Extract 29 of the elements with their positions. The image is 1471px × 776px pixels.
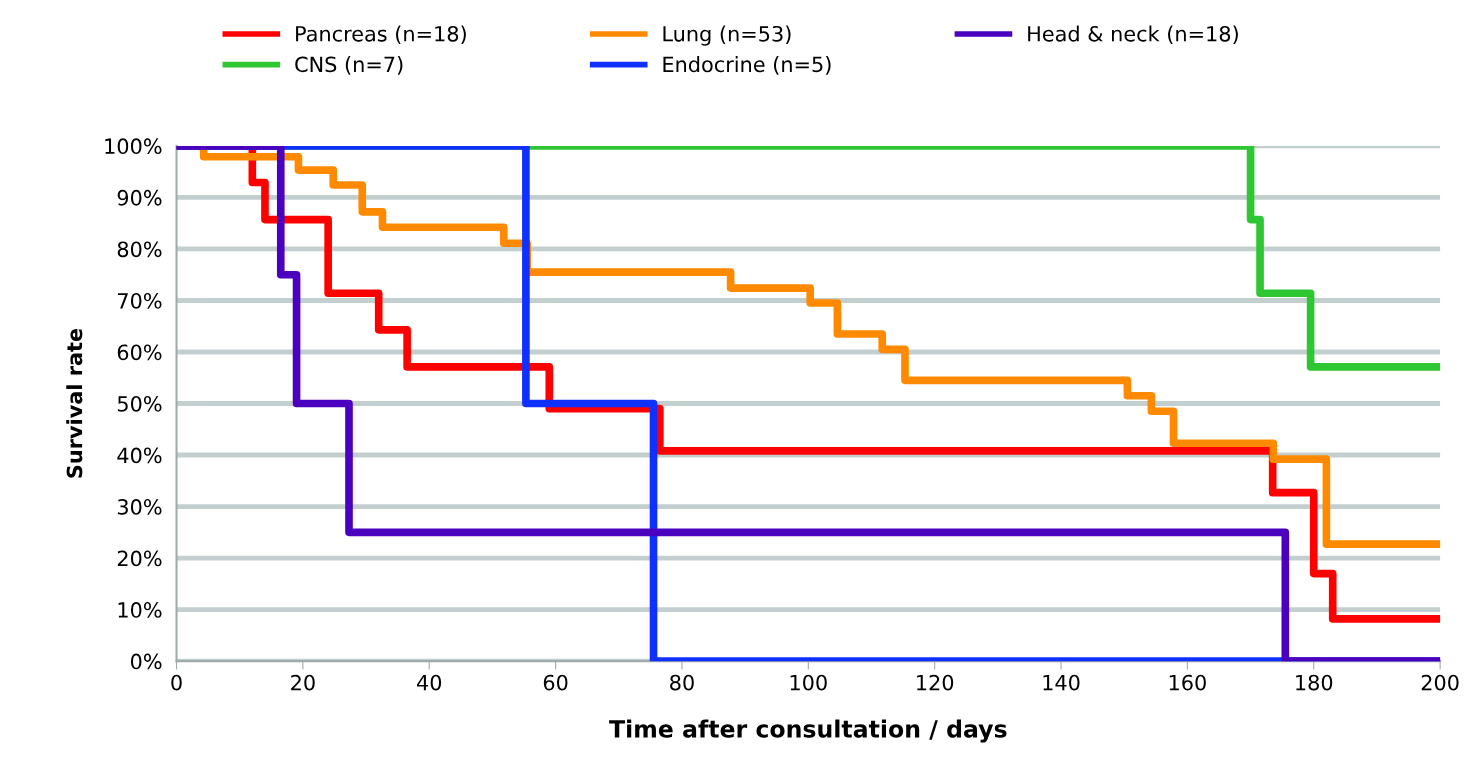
legend-label: Lung (n=53)	[663, 25, 791, 46]
x-tick-label: 180	[1296, 674, 1333, 691]
y-tick-label: 70%	[118, 292, 162, 309]
legend-label: CNS (n=7)	[295, 56, 403, 75]
x-tick-label: 40	[417, 674, 442, 691]
x-tick-label: 200	[1421, 674, 1459, 691]
legend-label: Endocrine (n=5)	[663, 56, 831, 75]
y-tick-label: 10%	[118, 602, 162, 618]
x-tick-label: 140	[1043, 674, 1080, 691]
x-tick-label: 100	[790, 674, 827, 691]
x-tick-label: 0	[171, 674, 182, 691]
y-tick-label: 50%	[117, 395, 162, 412]
y-tick-label: 100%	[105, 138, 162, 155]
x-axis-title: Time after consultation / days	[609, 719, 1007, 743]
y-tick-label: 30%	[117, 499, 162, 515]
y-tick-label: 80%	[117, 241, 162, 258]
y-tick-label: 0%	[130, 653, 162, 670]
legend-label: Pancreas (n=18)	[296, 25, 466, 45]
y-tick-label: 60%	[117, 344, 162, 361]
x-tick-label: 60	[543, 674, 568, 691]
x-tick-label: 120	[917, 674, 954, 691]
x-tick-label: 20	[291, 674, 315, 691]
y-axis-title: Survival rate	[66, 328, 83, 478]
x-tick-label: 80	[670, 674, 694, 691]
y-tick-label: 20%	[117, 550, 162, 567]
y-tick-label: 90%	[117, 189, 162, 206]
x-tick-label: 160	[1169, 674, 1206, 691]
legend-label: Head & neck (n=18)	[1028, 25, 1238, 45]
y-tick-label: 40%	[117, 447, 162, 464]
